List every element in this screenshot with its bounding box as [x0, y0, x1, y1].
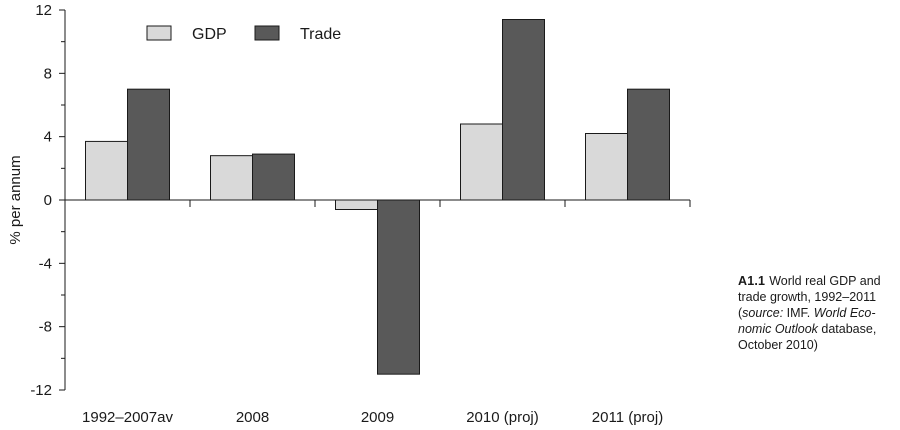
bar-trade-3: [377, 199, 420, 375]
y-tick-label: -12: [30, 382, 52, 399]
caption-date: October 2010): [738, 338, 818, 352]
bar-gdp-3: [335, 199, 378, 210]
y-tick-label: 0: [44, 192, 52, 209]
legend: GDP Trade: [146, 25, 341, 43]
legend-label-gdp: GDP: [192, 26, 227, 43]
caption-source-word: source:: [742, 306, 784, 320]
bar-trade-5: [627, 88, 670, 201]
caption-publication-part2: nomic Outlook: [738, 322, 818, 336]
bar-gdp-5: [585, 133, 628, 201]
caption-database: database,: [817, 322, 877, 336]
labels: -12 -8 -4 0 4 8 12 1992–2007av 2008 2009 2010 (pro…: [30, 2, 663, 426]
y-tick-label: 12: [35, 2, 52, 19]
bar-trade-1: [127, 88, 170, 201]
caption-source-name: IMF.: [783, 306, 814, 320]
bar-gdp-1: [85, 140, 128, 201]
caption-line-2: trade growth, 1992–2011: [738, 290, 877, 304]
caption-line-1: World real GDP and: [769, 274, 881, 288]
legend-swatch-trade: [254, 25, 280, 41]
caption-publication-part1: World Eco-: [813, 306, 876, 320]
x-category-label: 2008: [236, 409, 269, 426]
bar-gdp-2: [210, 155, 253, 201]
legend-swatch-gdp: [146, 25, 172, 41]
legend-label-trade: Trade: [300, 26, 341, 43]
bar-trade-4: [502, 19, 545, 201]
x-category-label: 2009: [361, 409, 394, 426]
y-tick-label: -4: [39, 255, 52, 272]
x-category-label: 1992–2007av: [82, 409, 173, 426]
y-axis-label: % per annum: [7, 155, 24, 244]
y-tick-label: -8: [39, 319, 52, 336]
x-category-label: 2011 (proj): [592, 409, 663, 426]
caption-number: A1.1: [738, 274, 766, 288]
x-category-label: 2010 (proj): [466, 409, 539, 426]
bar-trade-2: [252, 153, 295, 201]
figure-caption: A1.1 World real GDP and trade growth, 199…: [738, 273, 898, 353]
y-tick-label: 8: [44, 65, 52, 82]
caption-paren: (: [738, 306, 743, 320]
y-tick-label: 4: [44, 129, 52, 146]
bar-gdp-4: [460, 123, 503, 201]
bars: [85, 19, 670, 375]
